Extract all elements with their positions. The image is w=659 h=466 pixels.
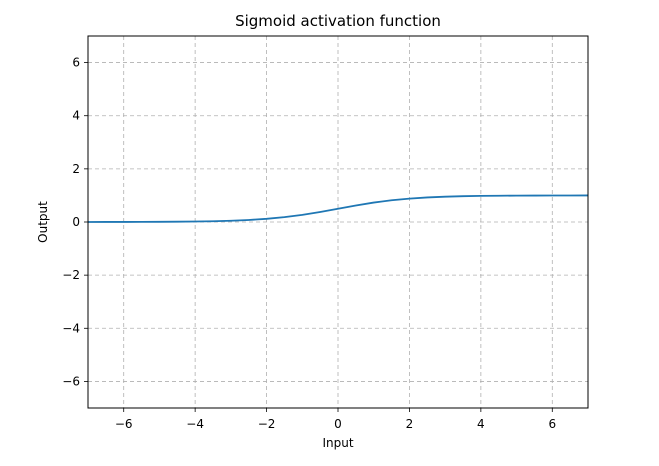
x-tick-label: 6 — [548, 417, 556, 431]
x-tick-label: −6 — [115, 417, 133, 431]
y-tick-label: 2 — [72, 162, 80, 176]
y-tick-label: 4 — [72, 109, 80, 123]
series-line-0 — [88, 194, 588, 223]
y-tick-label: −4 — [62, 321, 80, 335]
y-tick-label: −2 — [62, 268, 80, 282]
grid — [88, 36, 588, 408]
x-tick-label: 2 — [406, 417, 414, 431]
y-tick-label: −6 — [62, 374, 80, 388]
x-tick-label: −4 — [186, 417, 204, 431]
y-axis-label: Output — [36, 201, 50, 243]
y-tick-label: 6 — [72, 56, 80, 70]
chart-title: Sigmoid activation function — [235, 12, 441, 30]
x-tick-label: 0 — [334, 417, 342, 431]
x-axis-label: Input — [322, 436, 353, 450]
ticks: −6 −4 −2 0 2 4 6 −6 −4 −2 0 2 4 6 — [62, 56, 556, 431]
x-tick-label: 4 — [477, 417, 485, 431]
x-tick-label: −2 — [258, 417, 276, 431]
series-layer — [88, 194, 588, 223]
y-tick-label: 0 — [72, 215, 80, 229]
